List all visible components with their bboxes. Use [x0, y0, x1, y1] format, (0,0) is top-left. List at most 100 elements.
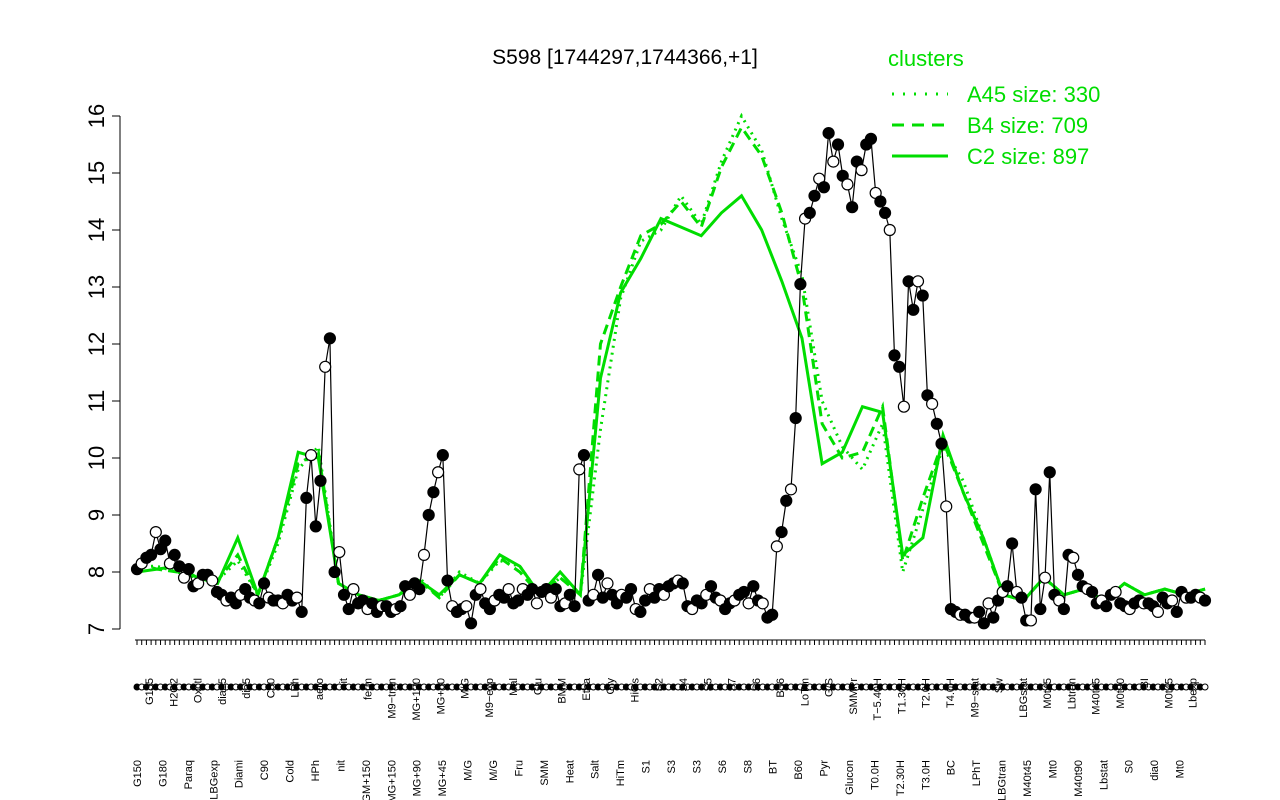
data-point: [1109, 585, 1122, 599]
data-point: [342, 602, 355, 616]
x-tick-label: M40t45: [1091, 678, 1103, 715]
data-point: [427, 486, 440, 499]
data-point: [549, 582, 562, 596]
x-tick-label: M0t90: [1115, 678, 1127, 709]
data-point: [831, 138, 845, 151]
data-point: [441, 574, 454, 587]
x-tick-label: M9−tran: [387, 678, 399, 719]
y-tick-label: 12: [84, 332, 109, 356]
data-point: [394, 600, 407, 613]
x-tick-label: LPhT: [971, 760, 983, 787]
y-tick-label: 10: [84, 446, 109, 470]
x-tick-label: Glucon: [844, 760, 856, 795]
x-tick-label: S6: [717, 760, 729, 773]
x-tick-label: MG+45: [437, 760, 449, 796]
data-point: [417, 548, 431, 562]
data-point: [1043, 466, 1056, 479]
x-tick-label: HPh: [310, 760, 322, 781]
data-point: [784, 483, 798, 496]
x-tick-label: ferm: [362, 678, 374, 700]
x-tick-label: MG+150: [386, 760, 398, 800]
x-tick-label: Etha: [581, 677, 593, 701]
data-point: [295, 605, 308, 619]
cluster-line-dotted: [137, 112, 1206, 603]
data-point: [573, 463, 586, 476]
data-point: [634, 605, 647, 619]
y-tick-label: 13: [84, 275, 109, 299]
chart-title: S598 [1744297,1744366,+1]: [492, 46, 758, 69]
x-axis: G135 H2O2 Oxctl dia15 dia5 C30 LPh aero nit ferm M…: [132, 639, 1209, 800]
data-point: [300, 491, 313, 504]
y-tick-label: 15: [84, 161, 109, 185]
cluster-line-solid: [136, 193, 1206, 603]
x-tick-label: M/G: [488, 760, 500, 781]
data-point: [1029, 483, 1042, 496]
x-tick-label: M0t45: [1042, 678, 1054, 709]
data-point: [864, 132, 878, 145]
data-point: [874, 195, 887, 208]
x-tick-label: BMM: [557, 678, 569, 704]
x-tick-label: G135: [144, 678, 156, 705]
main-series: [130, 127, 1212, 630]
series-line: [136, 133, 1206, 626]
data-point: [1057, 602, 1070, 616]
x-tick-label: BI: [1139, 678, 1151, 688]
data-point: [747, 580, 760, 593]
data-point: [987, 611, 1000, 624]
x-tick-label: Pyr: [819, 760, 831, 777]
data-point: [756, 597, 769, 610]
data-point: [775, 525, 788, 539]
y-tick-label: 11: [84, 390, 109, 413]
data-point: [1170, 605, 1183, 619]
data-point: [601, 577, 614, 590]
cluster-line-dashed: [136, 124, 1206, 603]
data-point: [319, 360, 332, 373]
data-point: [893, 360, 906, 373]
data-point: [1001, 580, 1014, 593]
x-tick-label: LBGstat: [1018, 678, 1030, 718]
x-tick-label: BC: [946, 760, 958, 775]
x-tick-label: S1: [641, 760, 653, 773]
data-point: [460, 600, 473, 613]
data-point: [314, 474, 327, 487]
x-tick-label: SMM: [539, 760, 551, 786]
data-point: [704, 580, 718, 593]
x-tick-label: T3.0H: [920, 760, 932, 790]
x-tick-label: Heat: [564, 760, 576, 783]
x-tick-label: Gly: [605, 678, 617, 695]
x-tick-label: M/G: [460, 678, 472, 699]
x-tick-label: Lbtran: [1066, 678, 1078, 709]
data-point: [413, 582, 426, 596]
data-point: [855, 164, 868, 177]
x-tick-label: B36: [775, 678, 787, 698]
data-point: [1151, 605, 1165, 619]
data-point: [530, 597, 544, 610]
data-point: [206, 574, 219, 587]
x-tick-label: Mal: [508, 678, 520, 696]
x-tick-label: C90: [259, 760, 271, 780]
data-point: [309, 520, 322, 533]
data-point: [780, 494, 793, 507]
data-point: [935, 437, 948, 450]
x-tick-label: nit: [338, 678, 350, 690]
data-point: [737, 585, 751, 599]
data-point: [182, 563, 195, 576]
x-tick-dot: [1201, 683, 1209, 691]
x-tick-label: Cold: [285, 760, 297, 783]
data-point: [1100, 600, 1113, 613]
y-tick-label: 9: [84, 509, 109, 521]
x-tick-label: MG+90: [412, 760, 424, 796]
data-point: [1085, 585, 1099, 599]
y-tick-label: 16: [84, 104, 109, 128]
data-point: [897, 400, 910, 413]
data-point: [1038, 571, 1052, 584]
x-tick-label: G180: [157, 760, 169, 787]
x-tick-label: LBGtran: [997, 760, 1009, 800]
legend-entry-b4: B4 size: 709: [967, 113, 1088, 138]
x-tick-label: Paraq: [183, 760, 195, 789]
data-point: [808, 189, 821, 202]
data-point: [1071, 568, 1085, 581]
x-tick-label: S3: [666, 760, 678, 773]
data-point: [159, 534, 172, 547]
